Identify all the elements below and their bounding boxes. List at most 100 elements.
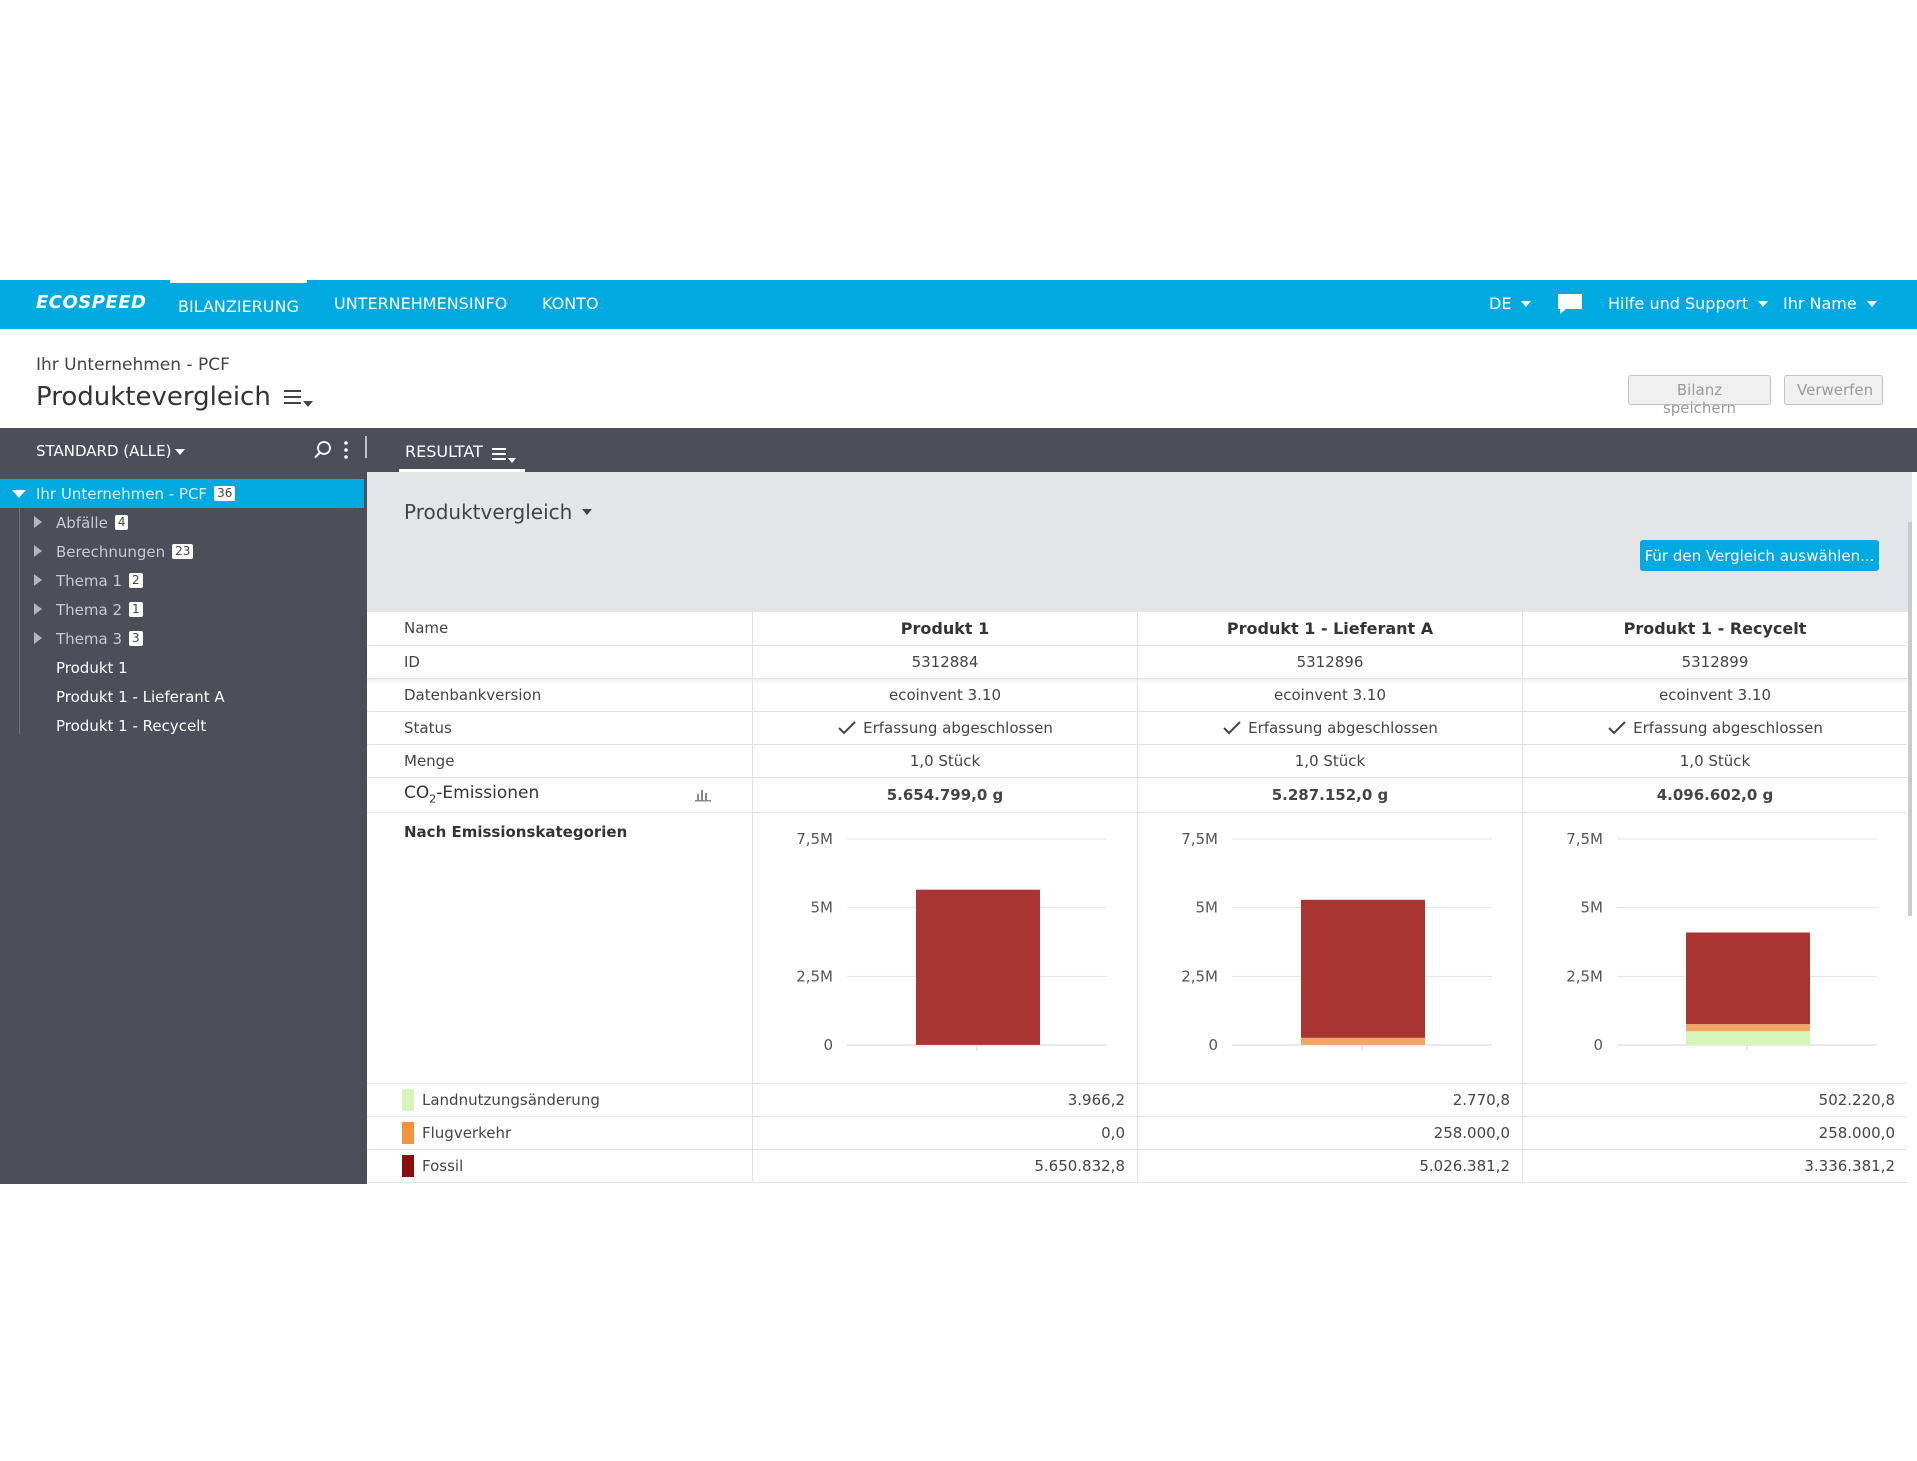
- flight-value-1: 0,0: [752, 1116, 1138, 1150]
- bar-segment-fossil: [1301, 899, 1425, 1038]
- tab-bar: RESULTAT: [367, 428, 1917, 472]
- tree-item-thema-2[interactable]: Thema 2 1: [0, 595, 364, 624]
- search-icon[interactable]: [313, 440, 333, 460]
- landuse-value-1: 3.966,2: [752, 1083, 1138, 1117]
- chevron-down-icon: [175, 448, 186, 455]
- vertical-scrollbar[interactable]: [1908, 522, 1912, 916]
- table-row-database: Datenbankversion ecoinvent 3.10 ecoinven…: [367, 678, 1907, 712]
- caret-down-icon[interactable]: [12, 490, 26, 498]
- menu-dropdown-icon[interactable]: [491, 446, 519, 464]
- nav-unternehmensinfo[interactable]: UNTERNEHMENSINFO: [334, 294, 508, 313]
- nav-bilanzierung[interactable]: BILANZIERUNG: [170, 280, 307, 329]
- row-label: ID: [367, 645, 753, 679]
- legend-flight: Flugverkehr: [367, 1116, 753, 1150]
- row-label: Menge: [367, 744, 753, 778]
- bar-chart-icon[interactable]: [694, 788, 712, 802]
- product-amount-2: 1,0 Stück: [1137, 744, 1523, 778]
- product-id-1: 5312884: [752, 645, 1138, 679]
- tree-item-root[interactable]: Ihr Unternehmen - PCF 36: [0, 479, 364, 508]
- tree-item-produkt-1-recycelt[interactable]: Produkt 1 - Recycelt: [0, 711, 364, 740]
- legend-landuse: Landnutzungsänderung: [367, 1083, 753, 1117]
- tree-item-label: Produkt 1 - Recycelt: [56, 716, 207, 735]
- bar-segment-landnutzungs-nderung: [1301, 1044, 1425, 1045]
- chevron-down-icon: [1758, 300, 1769, 307]
- landuse-value-2: 2.770,8: [1137, 1083, 1523, 1117]
- fossil-value-2: 5.026.381,2: [1137, 1149, 1523, 1183]
- bar-segment-flugverkehr: [1686, 1023, 1810, 1031]
- tab-resultat[interactable]: RESULTAT: [399, 428, 525, 472]
- count-badge: 2: [129, 573, 143, 588]
- y-tick-label: 7,5M: [796, 830, 833, 848]
- y-tick-label: 2,5M: [1181, 967, 1218, 985]
- section-title: Produktvergleich: [404, 500, 573, 524]
- help-support-dropdown[interactable]: Hilfe und Support: [1608, 294, 1769, 313]
- tree-item-thema-1[interactable]: Thema 1 2: [0, 566, 364, 595]
- table-row-name: Name Produkt 1 Produkt 1 - Lieferant A P…: [367, 612, 1907, 646]
- comparison-dropdown[interactable]: Produktvergleich: [404, 500, 593, 524]
- tree-item-produkt-1[interactable]: Produkt 1: [0, 653, 364, 682]
- select-for-comparison-button[interactable]: Für den Vergleich auswählen...: [1640, 540, 1879, 571]
- filter-label: STANDARD (ALLE): [36, 442, 172, 460]
- bar-segment-landnutzungs-nderung: [916, 1044, 1040, 1045]
- chart-cell-1: 0 2,5M 5M 7,5M: [752, 812, 1138, 1084]
- language-dropdown[interactable]: DE: [1489, 294, 1532, 313]
- product-status-1: Erfassung abgeschlossen: [752, 711, 1138, 745]
- checkmark-icon: [1608, 721, 1626, 735]
- top-navigation-bar: ECOSPEED BILANZIERUNG UNTERNEHMENSINFO K…: [0, 280, 1917, 329]
- speech-bubble-icon[interactable]: [1556, 292, 1584, 316]
- table-row-landuse: Landnutzungsänderung 3.966,2 2.770,8 502…: [367, 1083, 1907, 1117]
- product-name-2: Produkt 1 - Lieferant A: [1137, 612, 1523, 646]
- caret-right-icon[interactable]: [34, 545, 42, 557]
- tree-item-berechnungen[interactable]: Berechnungen 23: [0, 537, 364, 566]
- by-category-label: Nach Emissionskategorien: [367, 812, 753, 1084]
- nav-konto[interactable]: KONTO: [542, 294, 599, 313]
- fossil-value-1: 5.650.832,8: [752, 1149, 1138, 1183]
- caret-right-icon[interactable]: [34, 516, 42, 528]
- legend-label: Flugverkehr: [422, 1123, 512, 1142]
- co2-prefix: CO: [404, 783, 430, 804]
- language-label: DE: [1489, 294, 1512, 313]
- legend-swatch-flight: [402, 1121, 414, 1144]
- caret-right-icon[interactable]: [34, 632, 42, 644]
- co2-suffix: -Emissionen: [436, 783, 540, 804]
- caret-right-icon[interactable]: [34, 603, 42, 615]
- tree-item-thema-3[interactable]: Thema 3 3: [0, 624, 364, 653]
- bar-segment-flugverkehr: [1301, 1037, 1425, 1045]
- brand-logo[interactable]: ECOSPEED: [36, 292, 147, 313]
- y-tick-label: 0: [1593, 1036, 1603, 1054]
- tree-item-label: Produkt 1: [56, 658, 128, 677]
- table-row-fossil: Fossil 5.650.832,8 5.026.381,2 3.336.381…: [367, 1149, 1907, 1183]
- user-menu-dropdown[interactable]: Ihr Name: [1783, 294, 1877, 313]
- legend-swatch-landuse: [402, 1088, 414, 1111]
- tree-item-produkt-1-lieferant-a[interactable]: Produkt 1 - Lieferant A: [0, 682, 364, 711]
- tree-item-abfaelle[interactable]: Abfälle 4: [0, 508, 364, 537]
- breadcrumb[interactable]: Ihr Unternehmen - PCF: [36, 355, 230, 375]
- tree-item-label: Thema 2: [56, 600, 123, 619]
- more-vertical-icon[interactable]: [342, 440, 350, 460]
- row-label: Datenbankversion: [367, 678, 753, 712]
- y-tick-label: 5M: [1581, 898, 1604, 916]
- fossil-value-3: 3.336.381,2: [1522, 1149, 1907, 1183]
- filter-dropdown[interactable]: STANDARD (ALLE): [36, 442, 186, 460]
- status-text: Erfassung abgeschlossen: [1248, 718, 1438, 737]
- discard-button[interactable]: Verwerfen: [1784, 375, 1883, 405]
- product-db-2: ecoinvent 3.10: [1137, 678, 1523, 712]
- chevron-down-icon: [582, 509, 593, 515]
- product-db-1: ecoinvent 3.10: [752, 678, 1138, 712]
- tree-item-label: Produkt 1 - Lieferant A: [56, 687, 225, 706]
- menu-dropdown-icon[interactable]: [283, 386, 315, 408]
- chevron-down-icon: [1521, 300, 1532, 307]
- status-text: Erfassung abgeschlossen: [863, 718, 1053, 737]
- legend-fossil: Fossil: [367, 1149, 753, 1183]
- y-tick-label: 2,5M: [796, 967, 833, 985]
- save-balance-button[interactable]: Bilanz speichern: [1628, 375, 1771, 417]
- tree-item-label: Berechnungen: [56, 542, 166, 561]
- checkmark-icon: [1223, 721, 1241, 735]
- checkmark-icon: [838, 721, 856, 735]
- bar-segment-fossil: [916, 889, 1040, 1045]
- count-badge: 4: [114, 515, 129, 530]
- status-text: Erfassung abgeschlossen: [1633, 718, 1823, 737]
- row-label: Name: [367, 612, 753, 646]
- caret-right-icon[interactable]: [34, 574, 42, 586]
- sidebar: STANDARD (ALLE) Ihr Unternehmen - PCF 36…: [0, 428, 370, 1184]
